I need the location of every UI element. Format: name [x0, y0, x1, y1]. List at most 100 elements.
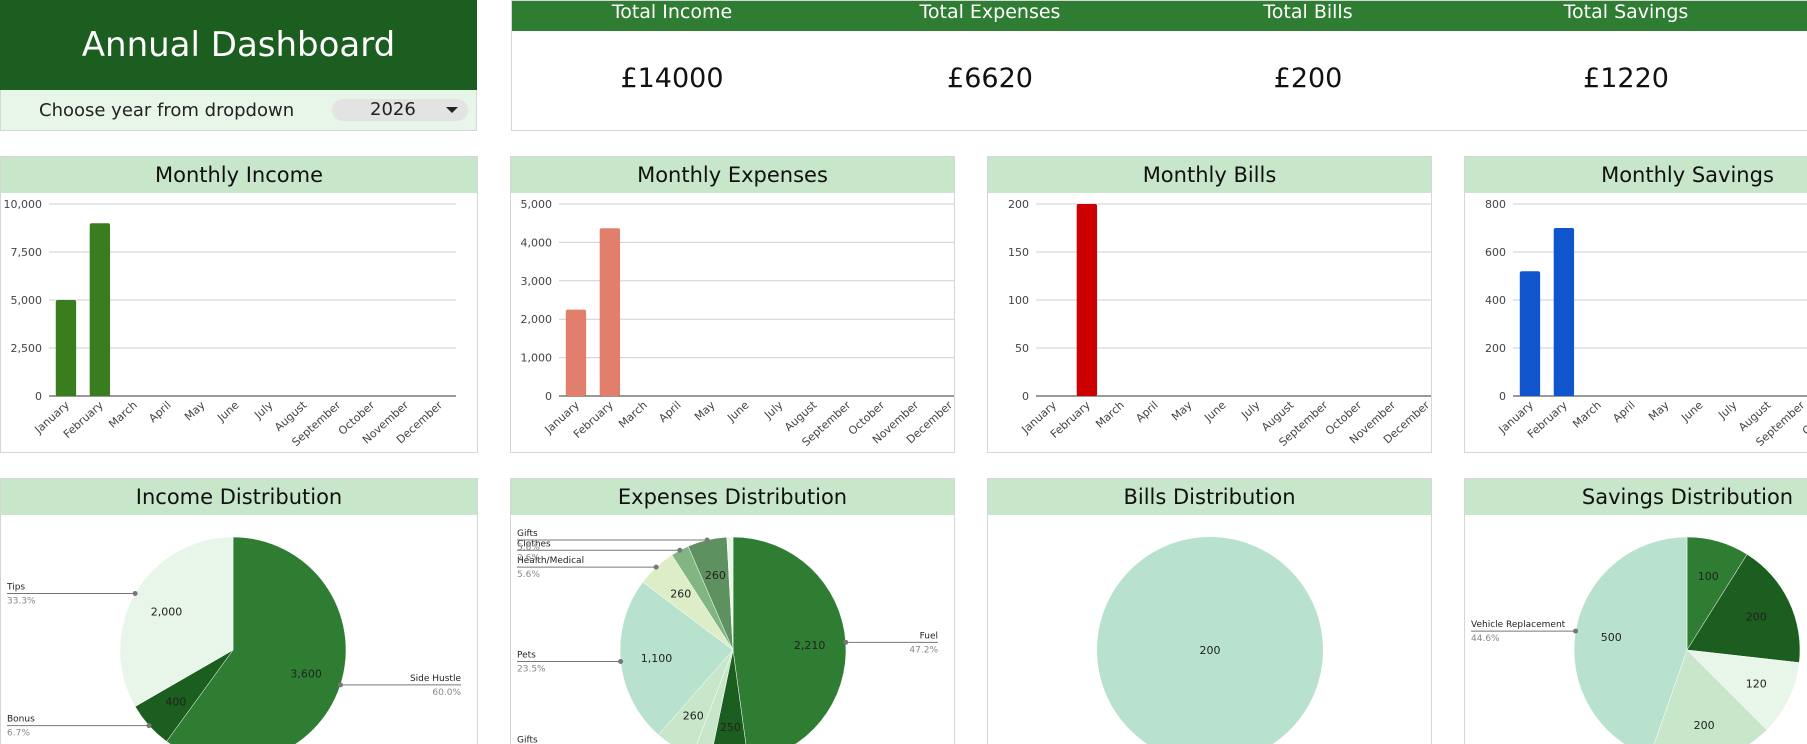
- total-bills-label: Total Bills: [1263, 1, 1353, 23]
- monthly-expenses-panel: Monthly Expenses 0 1,000 2,000 3,000 4,000 5,…: [510, 156, 955, 453]
- slice-value-label: 2,210: [794, 639, 826, 652]
- y-tick-label: 400: [1485, 294, 1506, 307]
- slice-value-label: 500: [1601, 631, 1622, 644]
- y-tick-label: 600: [1485, 246, 1506, 259]
- slice-percent-label: 2.6%: [517, 553, 540, 563]
- x-tick-label: March: [616, 399, 650, 431]
- y-tick-label: 2,500: [11, 342, 43, 355]
- leader-dot: [653, 564, 659, 570]
- total-income-value: £14000: [620, 63, 724, 94]
- slice-name-label: Gifts: [517, 736, 538, 744]
- x-tick-label: July: [761, 398, 786, 422]
- monthly-income-panel: Monthly Income 0 2,500 5,000 7,500 10,000 Jan…: [0, 156, 478, 453]
- pie-slice: [1686, 553, 1801, 663]
- slice-value-label: 3,600: [290, 668, 322, 681]
- bills-distribution-panel: Bills Distribution 200: [987, 478, 1432, 744]
- x-tick-label: June: [1678, 398, 1705, 425]
- total-savings-label: Total Savings: [1563, 1, 1689, 23]
- slice-name-label: Pets: [517, 651, 536, 661]
- expenses-distribution-chart: 2,210Fuel47.2%250ShoppingHome260Gifts5.6…: [517, 529, 938, 744]
- pie-slice: [1653, 649, 1768, 744]
- slice-value-label: 260: [705, 569, 726, 582]
- slice-name-label: Fuel: [920, 631, 938, 641]
- x-tick-label: March: [1570, 399, 1604, 431]
- total-income-label: Total Income: [611, 1, 733, 23]
- slice-name-label: Tips: [6, 583, 25, 593]
- y-tick-label: 4,000: [521, 236, 553, 249]
- x-tick-label: April: [1610, 399, 1637, 425]
- totals-header-bar: [512, 1, 1807, 31]
- bar: [599, 228, 621, 396]
- slice-value-label: 100: [1698, 570, 1719, 583]
- y-tick-label: 0: [35, 390, 42, 403]
- slice-name-label: Health/Medical: [517, 556, 584, 566]
- y-tick-label: 800: [1485, 198, 1506, 211]
- bar: [89, 223, 111, 396]
- expenses-distribution-panel: Expenses Distribution 2,210Fuel47.2%250S…: [510, 478, 955, 744]
- slice-percent-label: 5.6%: [517, 543, 540, 553]
- x-tick-label: March: [106, 399, 140, 431]
- slice-value-label: 120: [1746, 677, 1767, 690]
- slice-percent-label: 6.7%: [7, 729, 30, 739]
- pie-slice: [732, 536, 847, 744]
- x-tick-label: May: [1646, 398, 1672, 423]
- slice-percent-label: 5.6%: [517, 570, 540, 580]
- y-tick-label: 0: [1022, 390, 1029, 403]
- slice-value-label: 260: [670, 588, 691, 601]
- bills-distribution-chart: 200: [1097, 537, 1323, 744]
- y-tick-label: 0: [545, 390, 552, 403]
- x-tick-label: April: [656, 399, 683, 425]
- slice-value-label: 2,000: [151, 606, 183, 619]
- y-tick-label: 200: [1008, 198, 1029, 211]
- x-tick-label: June: [724, 398, 751, 425]
- slice-name-label: Side Hustle: [410, 674, 462, 684]
- year-selector-row: Choose year from dropdown 2026: [0, 90, 477, 131]
- x-tick-label: March: [1093, 399, 1127, 431]
- x-tick-label: May: [182, 398, 208, 423]
- y-tick-label: 5,000: [11, 294, 43, 307]
- slice-value-label: 200: [1694, 719, 1715, 732]
- slice-name-label: Bonus: [7, 715, 35, 725]
- expenses-distribution-title: Expenses Distribution: [511, 479, 954, 515]
- year-dropdown[interactable]: 2026: [332, 99, 468, 121]
- savings-distribution-title: Savings Distribution: [1465, 479, 1807, 515]
- slice-value-label: 1,100: [641, 652, 673, 665]
- dropdown-caret-icon: [446, 107, 458, 113]
- total-savings-value: £1220: [1583, 63, 1669, 94]
- dashboard-title: Annual Dashboard: [0, 0, 477, 90]
- monthly-expenses-chart: 01,0002,0003,0004,0005,000JanuaryFebruar…: [521, 198, 954, 449]
- x-tick-label: July: [1715, 398, 1740, 422]
- y-tick-label: 10,000: [4, 198, 43, 211]
- monthly-bills-title: Monthly Bills: [988, 157, 1431, 193]
- bills-distribution-title: Bills Distribution: [988, 479, 1431, 515]
- x-tick-label: May: [692, 398, 718, 423]
- totals-summary: Total Income Total Expenses Total Bills …: [511, 0, 1807, 131]
- bar: [1519, 271, 1541, 396]
- slice-percent-label: 44.6%: [1471, 634, 1500, 644]
- slice-percent-label: 60.0%: [432, 688, 461, 698]
- monthly-savings-panel: Monthly Savings 0 200 400 600 800 January Febr…: [1464, 156, 1807, 453]
- slice-name-label: Clothes: [517, 539, 551, 549]
- slice-percent-label: 47.2%: [909, 645, 938, 655]
- x-tick-label: July: [251, 398, 276, 422]
- y-tick-label: 100: [1008, 294, 1029, 307]
- total-expenses-value: £6620: [947, 63, 1033, 94]
- y-tick-label: 200: [1485, 342, 1506, 355]
- pie-slice: [1686, 649, 1800, 731]
- x-tick-label: June: [214, 398, 241, 425]
- bar: [565, 309, 587, 396]
- y-tick-label: 1,000: [521, 352, 553, 365]
- year-selector-label: Choose year from dropdown: [39, 100, 295, 121]
- total-bills-value: £200: [1273, 63, 1343, 94]
- slice-name-label: Vehicle Replacement: [1471, 620, 1566, 630]
- pie-slice: [713, 649, 747, 744]
- savings-distribution-panel: Savings Distribution 100 200 120 200 500 Vehi…: [1464, 478, 1807, 744]
- y-tick-label: 3,000: [521, 275, 553, 288]
- income-distribution-panel: Income Distribution 3,600 Side Hustle 60.0…: [0, 478, 478, 744]
- x-tick-label: April: [1133, 399, 1160, 425]
- slice-percent-label: 33.3%: [7, 597, 36, 607]
- pie-slice: [726, 536, 734, 651]
